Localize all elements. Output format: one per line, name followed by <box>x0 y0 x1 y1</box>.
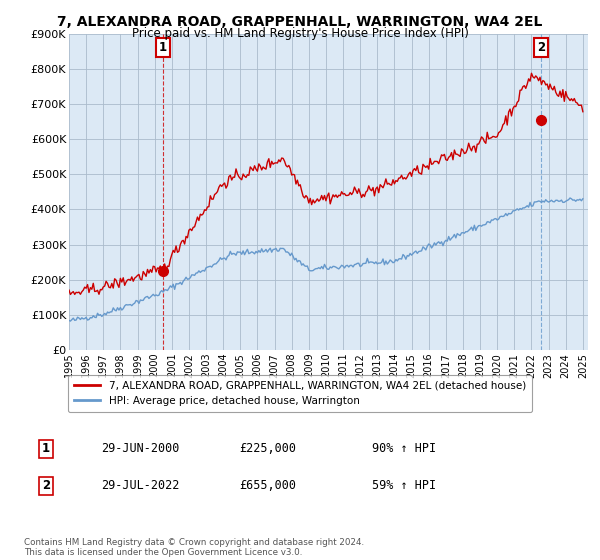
Text: £655,000: £655,000 <box>239 479 296 492</box>
Text: £225,000: £225,000 <box>239 442 296 455</box>
Legend: 7, ALEXANDRA ROAD, GRAPPENHALL, WARRINGTON, WA4 2EL (detached house), HPI: Avera: 7, ALEXANDRA ROAD, GRAPPENHALL, WARRINGT… <box>68 375 532 412</box>
Text: Contains HM Land Registry data © Crown copyright and database right 2024.
This d: Contains HM Land Registry data © Crown c… <box>24 538 364 557</box>
Text: 59% ↑ HPI: 59% ↑ HPI <box>372 479 436 492</box>
Text: 1: 1 <box>42 442 50 455</box>
Text: 90% ↑ HPI: 90% ↑ HPI <box>372 442 436 455</box>
Text: 29-JUL-2022: 29-JUL-2022 <box>101 479 179 492</box>
Text: 2: 2 <box>42 479 50 492</box>
Text: 1: 1 <box>159 41 167 54</box>
Text: 29-JUN-2000: 29-JUN-2000 <box>101 442 179 455</box>
Text: Price paid vs. HM Land Registry's House Price Index (HPI): Price paid vs. HM Land Registry's House … <box>131 27 469 40</box>
Text: 2: 2 <box>538 41 545 54</box>
Text: 7, ALEXANDRA ROAD, GRAPPENHALL, WARRINGTON, WA4 2EL: 7, ALEXANDRA ROAD, GRAPPENHALL, WARRINGT… <box>58 15 542 29</box>
